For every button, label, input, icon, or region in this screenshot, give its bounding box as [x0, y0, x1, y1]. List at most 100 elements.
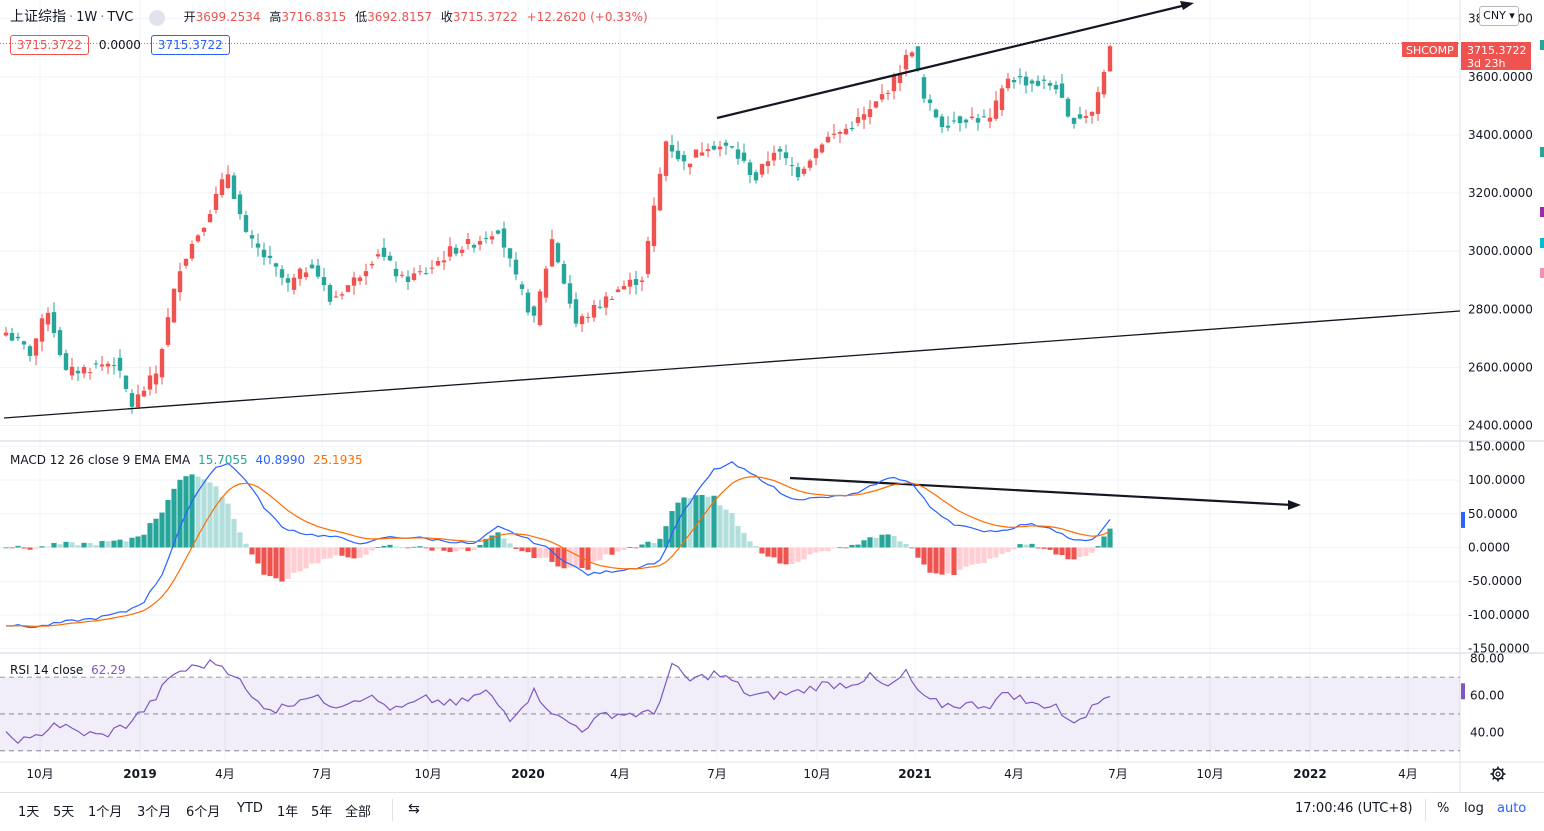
candle-body: [531, 306, 537, 316]
time-axis-label: 7月: [1108, 767, 1128, 781]
macd-bar: [327, 547, 333, 559]
range-6m[interactable]: 6个月: [186, 805, 221, 820]
rsi-name: RSI 14 close: [10, 663, 84, 677]
macd-bar: [441, 547, 447, 551]
side-marker-purple: [1540, 207, 1544, 217]
macd-bar: [465, 547, 471, 552]
candle-body: [1029, 80, 1035, 84]
macd-hist-value: 15.7055: [198, 453, 248, 467]
range-3m[interactable]: 3个月: [137, 805, 172, 820]
clock[interactable]: 17:00:46 (UTC+8): [1295, 801, 1413, 816]
log-toggle[interactable]: log: [1464, 801, 1484, 816]
macd-bar: [141, 534, 147, 548]
candle-body: [1011, 79, 1017, 83]
candle-body: [501, 228, 507, 248]
candle-body: [1047, 83, 1053, 86]
candle-body: [9, 332, 15, 341]
macd-bar: [609, 547, 615, 555]
candle-body: [897, 73, 903, 84]
range-1d[interactable]: 1天: [18, 805, 40, 820]
macd-axis-tag: [1461, 511, 1465, 528]
percent-toggle[interactable]: %: [1437, 801, 1450, 816]
side-marker-green: [1540, 40, 1544, 50]
candle-body: [981, 116, 987, 118]
macd-bar: [873, 537, 879, 548]
candle-body: [639, 280, 645, 282]
macd-bar: [771, 547, 777, 558]
macd-bar: [603, 547, 609, 555]
candle-body: [573, 299, 579, 324]
macd-bar: [123, 541, 129, 548]
candle-body: [303, 272, 309, 278]
range-5y[interactable]: 5年: [311, 805, 333, 820]
range-all[interactable]: 全部: [345, 805, 372, 820]
macd-bar: [117, 539, 123, 548]
candle-body: [807, 160, 813, 168]
macd-bar: [1035, 547, 1041, 549]
currency-dropdown[interactable]: CNY ▾: [1479, 6, 1519, 26]
candle-body: [183, 258, 189, 266]
gear-icon[interactable]: [1490, 766, 1506, 782]
time-axis-label: 2020: [511, 767, 544, 781]
candle-body: [615, 289, 621, 293]
time-axis-label: 2022: [1293, 767, 1326, 781]
ohlc-high-label: 高: [269, 10, 282, 24]
macd-bar: [885, 534, 891, 548]
candle-body: [159, 349, 165, 378]
ohlc-low-label: 低: [355, 10, 368, 24]
auto-toggle[interactable]: auto: [1497, 801, 1527, 816]
macd-bar: [657, 538, 663, 548]
macd-legend[interactable]: MACD 12 26 close 9 EMA EMA 15.7055 40.89…: [10, 453, 363, 467]
candle-body: [765, 161, 771, 166]
macd-bar: [1059, 547, 1065, 556]
visibility-icon[interactable]: [149, 9, 166, 26]
candle-body: [939, 116, 945, 128]
macd-bar: [999, 547, 1005, 554]
symbol-name[interactable]: 上证综指: [10, 9, 66, 25]
sell-price-box[interactable]: 3715.3722: [10, 35, 89, 55]
candle-body: [345, 285, 351, 292]
macd-bar: [645, 541, 651, 548]
currency-label: CNY: [1483, 9, 1506, 22]
candle-body: [417, 271, 423, 273]
candle-body: [105, 363, 111, 367]
macd-bar: [411, 546, 417, 548]
candle-body: [1095, 92, 1101, 114]
candle-body: [279, 269, 285, 278]
date-range-icon[interactable]: ⇆: [408, 801, 420, 817]
candle-body: [849, 127, 855, 130]
buy-price-box[interactable]: 3715.3722: [150, 35, 230, 55]
macd-bar: [195, 476, 201, 548]
macd-bar: [339, 547, 345, 556]
candle-body: [735, 149, 741, 159]
macd-bar: [687, 498, 693, 548]
range-ytd[interactable]: YTD: [237, 801, 263, 816]
macd-name: MACD 12 26 close 9 EMA EMA: [10, 453, 191, 467]
candle-body: [753, 172, 759, 181]
candle-body: [321, 277, 327, 286]
candle-body: [177, 271, 183, 293]
candle-body: [927, 99, 933, 104]
macd-bar: [957, 547, 963, 570]
time-axis-label: 7月: [707, 767, 727, 781]
candle-body: [393, 268, 399, 277]
interval-label[interactable]: 1W: [76, 10, 98, 25]
range-1y[interactable]: 1年: [277, 805, 299, 820]
candle-body: [861, 114, 867, 120]
rsi-legend[interactable]: RSI 14 close 62.29: [10, 663, 126, 677]
macd-axis-label: 100.0000: [1468, 473, 1525, 487]
macd-bar: [405, 547, 411, 549]
candle-body: [843, 128, 849, 135]
candle-body: [1107, 46, 1113, 72]
macd-histogram: [3, 474, 1113, 582]
macd-bar: [495, 532, 501, 548]
range-1m[interactable]: 1个月: [88, 805, 123, 820]
chart-canvas[interactable]: 3800.00003600.00003400.00003200.00003000…: [0, 0, 1544, 792]
range-5d[interactable]: 5天: [53, 805, 75, 820]
macd-bar: [1077, 547, 1083, 557]
macd-bar: [297, 547, 303, 572]
macd-bar: [321, 547, 327, 559]
macd-axis-label: -50.0000: [1468, 574, 1522, 588]
rsi-axis-label: 60.00: [1470, 689, 1504, 703]
macd-bar: [591, 547, 597, 562]
